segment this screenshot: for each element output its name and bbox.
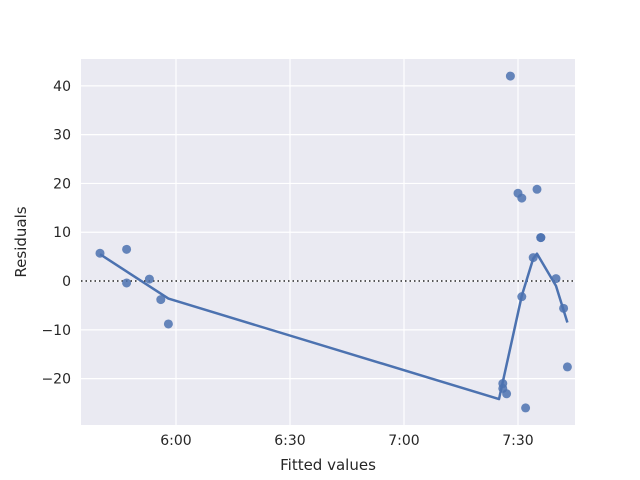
x-tick-label: 7:30 bbox=[502, 433, 533, 449]
residual-point bbox=[144, 274, 154, 284]
y-tick-label: −20 bbox=[41, 372, 71, 388]
residual-point bbox=[505, 71, 515, 81]
residual-point bbox=[498, 379, 508, 389]
residual-point bbox=[528, 253, 538, 263]
residual-point bbox=[551, 274, 561, 284]
plot-background bbox=[81, 59, 575, 425]
residual-point bbox=[559, 303, 569, 313]
x-tick-labels: 6:00 6:30 7:00 7:30 bbox=[160, 433, 533, 449]
residual-point bbox=[122, 278, 132, 288]
residual-point bbox=[95, 248, 105, 258]
y-tick-label: 0 bbox=[62, 274, 71, 290]
residual-point bbox=[163, 319, 173, 329]
y-tick-label: 30 bbox=[53, 128, 71, 144]
x-tick-label: 7:00 bbox=[388, 433, 419, 449]
residual-point bbox=[122, 244, 132, 254]
residual-point bbox=[536, 233, 546, 243]
y-tick-label: −10 bbox=[41, 323, 71, 339]
y-tick-label: 10 bbox=[53, 225, 71, 241]
residual-point bbox=[156, 295, 166, 305]
y-tick-label: 20 bbox=[53, 176, 71, 192]
y-tick-labels: −20 −10 0 10 20 30 40 bbox=[41, 79, 71, 388]
residual-point bbox=[532, 184, 542, 194]
residual-point bbox=[502, 389, 512, 399]
x-tick-label: 6:00 bbox=[160, 433, 191, 449]
residual-point bbox=[521, 403, 531, 413]
residual-point bbox=[517, 193, 527, 203]
y-tick-label: 40 bbox=[53, 79, 71, 95]
residual-point bbox=[517, 292, 527, 302]
residual-point bbox=[562, 362, 572, 372]
y-axis-label: Residuals bbox=[12, 206, 30, 277]
x-tick-label: 6:30 bbox=[274, 433, 305, 449]
residual-points bbox=[95, 71, 572, 413]
x-axis-label: Fitted values bbox=[280, 456, 376, 474]
